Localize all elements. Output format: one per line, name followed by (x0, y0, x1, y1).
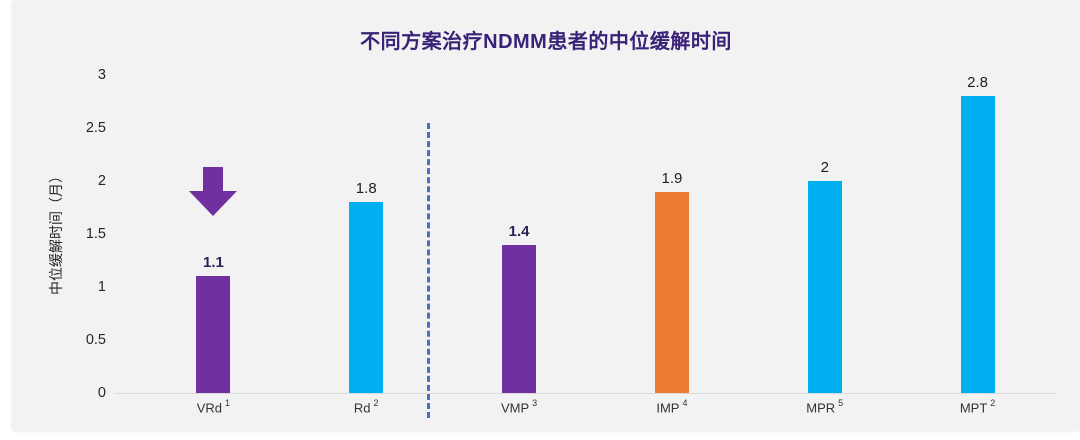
bar-MPR (807, 181, 842, 393)
value-label-Rd: 1.8 (355, 180, 377, 198)
value-label-MPT: 2.8 (967, 74, 988, 92)
category-label-MPR: MPR 5 (748, 398, 901, 416)
category-label-VRd: VRd 1 (137, 398, 290, 416)
value-label-IMP: 1.9 (661, 169, 683, 187)
bar-column-Rd: 1.8 (290, 75, 443, 393)
value-label-VMP: 1.4 (508, 222, 530, 240)
category-label-IMP: IMP 4 (595, 398, 748, 416)
arrow-head (189, 191, 237, 216)
plot-area: 1.1 1.8 1.4 1.9 2 2.8 (137, 74, 1054, 393)
bar-IMP (654, 191, 689, 393)
group-separator-line (427, 123, 430, 418)
reference-superscript: 4 (682, 398, 688, 408)
y-tick-1.5: 1.5 (85, 226, 106, 242)
category-name: IMP (656, 400, 680, 416)
bar-column-IMP: 1.9 (596, 75, 749, 393)
bar-column-VRd: 1.1 (137, 75, 290, 393)
arrow-stem (203, 167, 223, 191)
y-tick-0: 0 (97, 385, 106, 401)
reference-superscript: 2 (990, 398, 996, 408)
y-tick-0.5: 0.5 (85, 332, 106, 348)
reference-superscript: 5 (838, 398, 844, 408)
bar-VMP (502, 244, 537, 393)
reference-superscript: 1 (225, 398, 231, 408)
x-axis-line (115, 393, 1056, 394)
category-label-Rd: Rd 2 (290, 398, 443, 416)
category-name: Rd (353, 400, 371, 416)
reference-superscript: 2 (373, 398, 379, 408)
reference-superscript: 3 (532, 398, 538, 408)
y-tick-1: 1 (97, 279, 106, 295)
value-label-VRd: 1.1 (202, 254, 224, 272)
bar-MPT (960, 96, 995, 393)
y-tick-3: 3 (97, 67, 106, 83)
bar-column-MPT: 2.8 (901, 74, 1054, 393)
category-label-MPT: MPT 2 (901, 398, 1054, 416)
y-tick-2.5: 2.5 (85, 120, 106, 136)
value-label-MPR: 2 (820, 159, 829, 176)
bar-column-VMP: 1.4 (443, 75, 596, 393)
bar-Rd (349, 202, 384, 393)
highlight-down-arrow (189, 167, 237, 216)
chart-title: 不同方案治疗NDMM患者的中位缓解时间 (360, 31, 732, 53)
category-label-VMP: VMP 3 (443, 398, 596, 416)
category-name: VMP (500, 400, 530, 416)
x-axis-labels: VRd 1 Rd 2 VMP 3 IMP 4 MPR 5 MPT 2 (137, 398, 1054, 416)
bar-VRd (196, 276, 231, 393)
category-name: VRd (196, 400, 223, 416)
category-name: MPT (959, 400, 988, 416)
category-name: MPR (806, 400, 836, 416)
bar-column-MPR: 2 (748, 75, 901, 393)
y-tick-2: 2 (97, 173, 106, 189)
